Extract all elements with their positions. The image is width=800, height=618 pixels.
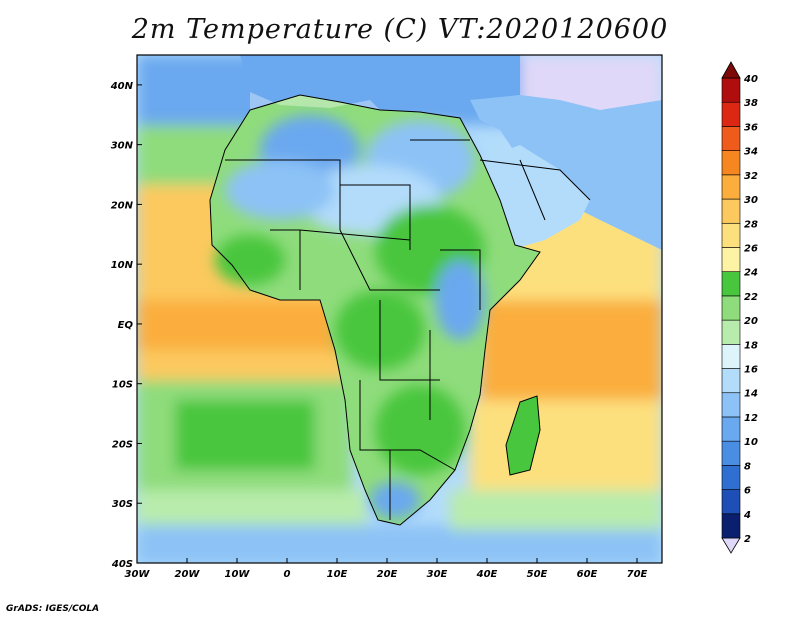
colorbar-segment — [721, 392, 741, 418]
lon-label: 60E — [577, 569, 598, 580]
lon-label: 30W — [125, 569, 151, 580]
credit-text: GrADS: IGES/COLA — [6, 604, 100, 614]
country-borders — [209, 94, 591, 526]
colorbar-segment — [721, 150, 741, 176]
lat-label: EQ — [118, 320, 134, 331]
colorbar-label: 40 — [743, 74, 758, 85]
colorbar-segment — [721, 489, 741, 515]
lon-label: 10W — [225, 569, 251, 580]
colorbar-label: 34 — [744, 147, 758, 158]
colorbar-label: 8 — [744, 461, 751, 472]
colorbar-segment — [721, 368, 741, 394]
lon-label: 0 — [284, 569, 291, 580]
lon-label: 30E — [427, 569, 448, 580]
temperature-field — [137, 55, 662, 563]
colorbar-min-triangle — [721, 537, 741, 554]
lat-label: 40N — [110, 81, 134, 92]
colorbar-label: 12 — [744, 413, 758, 424]
lat-label: 10N — [111, 260, 134, 271]
madagascar — [506, 396, 540, 475]
colorbar-label: 26 — [744, 243, 758, 254]
colorbar-segment — [721, 344, 741, 369]
lon-label: 70E — [627, 569, 648, 580]
colorbar-label: 24 — [744, 268, 758, 279]
colorbar-label: 30 — [744, 195, 758, 206]
colorbar-label: 4 — [743, 510, 751, 521]
colorbar-segment — [721, 440, 741, 466]
lon-label: 50E — [527, 569, 548, 580]
colorbar-label: 36 — [744, 122, 758, 133]
colorbar-segment — [721, 77, 741, 103]
colorbar-segment — [721, 174, 741, 200]
colorbar-segment — [721, 101, 741, 127]
colorbar-label: 18 — [744, 340, 758, 351]
colorbar-label: 6 — [744, 486, 751, 497]
colorbar-segment — [721, 416, 741, 442]
colorbar-segment — [721, 126, 741, 151]
colorbar-label: 22 — [744, 292, 758, 303]
lat-label: 20N — [111, 200, 134, 211]
colorbar-label: 2 — [744, 534, 751, 545]
colorbar-segment — [721, 465, 741, 490]
lon-label: 10E — [327, 569, 348, 580]
lat-label: 30S — [112, 499, 133, 510]
colorbar-segment — [721, 222, 741, 248]
lat-label: 40S — [111, 559, 133, 570]
lon-label: 40E — [476, 569, 498, 580]
latitude-axis: 40N 30N 20N 10N EQ 10S 20S 30S 40S — [110, 81, 142, 570]
colorbar-max-triangle — [721, 61, 741, 79]
map-title: 2m Temperature (C) VT:2020120600 — [131, 14, 669, 45]
lon-label: 20E — [377, 569, 398, 580]
lat-label: 30N — [111, 141, 134, 152]
colorbar-label: 32 — [744, 171, 758, 182]
lon-label: 20W — [175, 569, 201, 580]
colorbar-label: 38 — [744, 98, 758, 109]
colorbar-segment — [721, 271, 741, 297]
colorbar-segment — [721, 513, 741, 539]
colorbar-label: 16 — [744, 365, 758, 376]
colorbar-label: 10 — [744, 437, 758, 448]
colorbar-segment — [721, 319, 741, 345]
colorbar-label: 14 — [744, 389, 758, 400]
colorbar-label: 28 — [744, 219, 758, 230]
map-frame — [136, 54, 663, 564]
colorbar-segment — [721, 295, 741, 321]
asia-landmass — [470, 95, 662, 250]
colorbar-segment — [721, 198, 741, 224]
colorbar-label: 20 — [744, 316, 758, 327]
lat-label: 20S — [112, 439, 133, 450]
longitude-axis: 30W 20W 10W 0 10E 20E 30E 40E 50E 60E 70E — [125, 558, 648, 580]
lat-label: 10S — [112, 380, 133, 391]
colorbar-segment — [721, 247, 741, 272]
